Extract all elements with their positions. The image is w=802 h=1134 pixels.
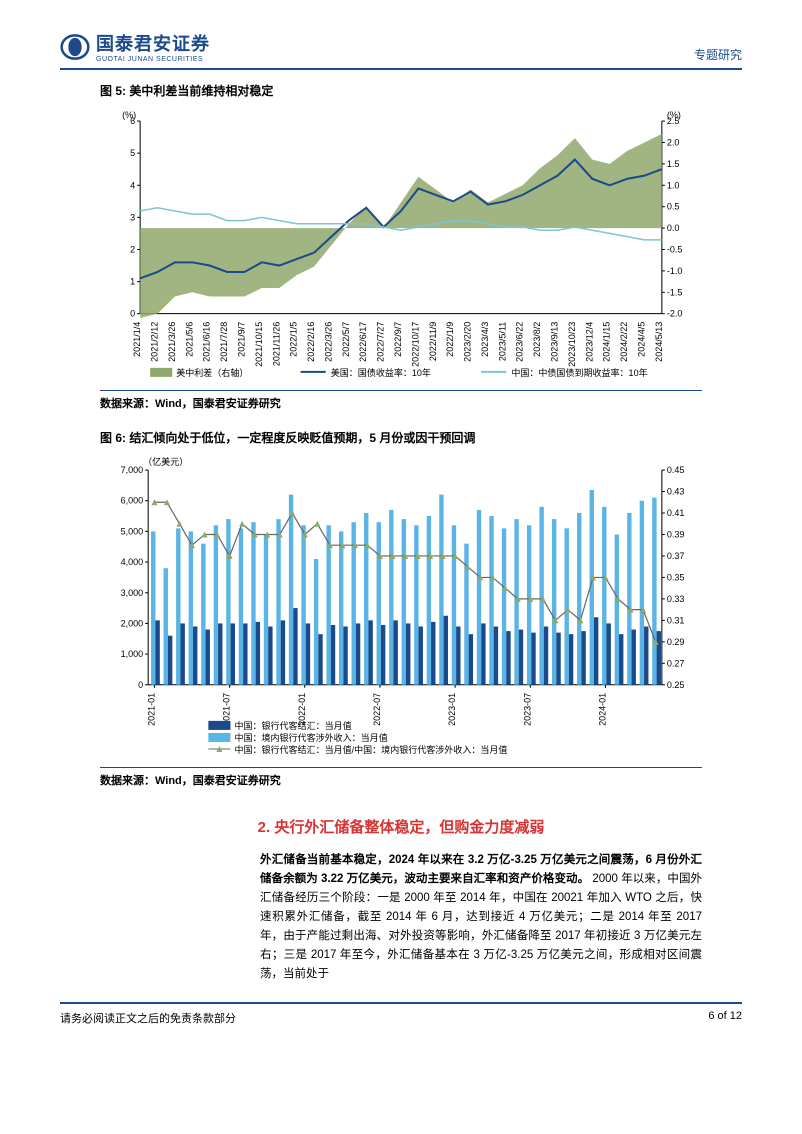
logo-cn: 国泰君安证券 — [96, 30, 210, 56]
svg-text:5: 5 — [130, 148, 135, 158]
svg-text:0.35: 0.35 — [667, 572, 685, 582]
svg-text:中国：境内银行代客涉外收入：当月值: 中国：境内银行代客涉外收入：当月值 — [234, 732, 387, 743]
svg-text:美国：国债收益率：10年: 美国：国债收益率：10年 — [331, 367, 431, 378]
svg-text:0: 0 — [130, 309, 135, 319]
section2-rest: 2000 年以来，中国外汇储备经历三个阶段：一是 2000 年至 2014 年，… — [260, 873, 702, 980]
svg-text:0.37: 0.37 — [667, 551, 685, 561]
svg-text:0.43: 0.43 — [667, 486, 685, 496]
svg-text:2021/5/6: 2021/5/6 — [184, 322, 194, 357]
svg-text:0.39: 0.39 — [667, 529, 685, 539]
svg-text:-1.5: -1.5 — [667, 287, 683, 297]
svg-text:2024/2/22: 2024/2/22 — [619, 322, 629, 362]
svg-text:中国：银行代客结汇：当月值/中国：境内银行代客涉外收入：当月: 中国：银行代客结汇：当月值/中国：境内银行代客涉外收入：当月值 — [234, 744, 507, 755]
svg-text:0: 0 — [138, 680, 143, 690]
fig6-source: 数据来源：Wind，国泰君安证券研究 — [100, 767, 702, 788]
header-category: 专题研究 — [694, 46, 742, 63]
logo-en: GUOTAI JUNAN SECURITIES — [96, 56, 210, 63]
svg-text:0.27: 0.27 — [667, 658, 685, 668]
logo-icon — [60, 32, 90, 62]
svg-text:2022/1/9: 2022/1/9 — [445, 322, 455, 357]
svg-text:2021/9/7: 2021/9/7 — [236, 322, 246, 357]
svg-text:2021/10/15: 2021/10/15 — [254, 322, 264, 367]
svg-text:2021/6/16: 2021/6/16 — [202, 322, 212, 362]
page-header: 国泰君安证券 GUOTAI JUNAN SECURITIES 专题研究 — [60, 30, 742, 70]
svg-text:0.33: 0.33 — [667, 594, 685, 604]
svg-text:2021-01: 2021-01 — [146, 693, 156, 726]
svg-text:-2.0: -2.0 — [667, 309, 683, 319]
svg-text:中国：银行代客结汇：当月值: 中国：银行代客结汇：当月值 — [234, 720, 351, 731]
svg-text:4: 4 — [130, 180, 135, 190]
svg-text:1.5: 1.5 — [667, 159, 680, 169]
svg-text:2.0: 2.0 — [667, 137, 680, 147]
svg-text:2023-01: 2023-01 — [447, 693, 457, 726]
svg-text:2023-07: 2023-07 — [522, 693, 532, 726]
section2-body: 外汇储备当前基本稳定，2024 年以来在 3.2 万亿-3.25 万亿美元之间震… — [260, 851, 702, 984]
footer-left: 请务必阅读正文之后的免责条款部分 — [60, 1010, 236, 1026]
svg-text:2,000: 2,000 — [121, 618, 144, 628]
page-footer: 请务必阅读正文之后的免责条款部分 6 of 12 — [60, 1002, 742, 1026]
svg-text:0.31: 0.31 — [667, 615, 685, 625]
svg-text:2023/4/3: 2023/4/3 — [480, 322, 490, 357]
svg-text:0.45: 0.45 — [667, 465, 685, 475]
svg-text:2022/7/27: 2022/7/27 — [376, 322, 386, 362]
svg-text:5,000: 5,000 — [121, 526, 144, 536]
fig5-source: 数据来源：Wind，国泰君安证券研究 — [100, 390, 702, 411]
svg-text:2022-07: 2022-07 — [372, 693, 382, 726]
svg-text:6,000: 6,000 — [121, 496, 144, 506]
svg-text:-0.5: -0.5 — [667, 244, 683, 254]
svg-text:1: 1 — [130, 277, 135, 287]
svg-text:2022/10/17: 2022/10/17 — [410, 322, 420, 367]
svg-text:2024/1/15: 2024/1/15 — [602, 322, 612, 362]
fig6-title: 图 6: 结汇倾向处于低位，一定程度反映贬值预期，5 月份或因干预回调 — [100, 429, 742, 446]
svg-text:(%): (%) — [667, 110, 681, 120]
svg-text:2023/8/2: 2023/8/2 — [532, 322, 542, 357]
svg-text:2: 2 — [130, 244, 135, 254]
svg-text:0.29: 0.29 — [667, 637, 685, 647]
svg-text:2024/5/13: 2024/5/13 — [654, 322, 664, 362]
svg-text:3: 3 — [130, 212, 135, 222]
fig5-chart: 0123456(%)-2.0-1.5-1.0-0.50.00.51.01.52.… — [100, 105, 702, 386]
fig5-title: 图 5: 美中利差当前维持相对稳定 — [100, 82, 742, 99]
svg-text:2021/2/12: 2021/2/12 — [150, 322, 160, 362]
svg-text:2023/2/20: 2023/2/20 — [463, 322, 473, 362]
svg-text:(%): (%) — [122, 110, 136, 120]
svg-text:1,000: 1,000 — [121, 649, 144, 659]
svg-text:2023/6/22: 2023/6/22 — [515, 322, 525, 362]
svg-text:4,000: 4,000 — [121, 557, 144, 567]
svg-text:2021/11/26: 2021/11/26 — [271, 322, 281, 366]
fig6-chart: 0 1,000 2,000 3,000 4,000 5,000 6,000 7,000（亿美元… — [100, 452, 702, 763]
footer-right: 6 of 12 — [708, 1010, 742, 1026]
logo: 国泰君安证券 GUOTAI JUNAN SECURITIES — [60, 30, 210, 63]
svg-text:7,000: 7,000 — [121, 465, 144, 475]
svg-text:2022/3/26: 2022/3/26 — [323, 322, 333, 362]
svg-text:中国：中债国债到期收益率：10年: 中国：中债国债到期收益率：10年 — [511, 367, 647, 378]
svg-text:2022/1/5: 2022/1/5 — [289, 322, 299, 357]
svg-text:0.41: 0.41 — [667, 508, 685, 518]
svg-text:0.0: 0.0 — [667, 223, 680, 233]
svg-text:0.25: 0.25 — [667, 680, 685, 690]
svg-text:1.0: 1.0 — [667, 180, 680, 190]
svg-text:2022/9/7: 2022/9/7 — [393, 322, 403, 357]
svg-text:3,000: 3,000 — [121, 588, 144, 598]
svg-text:2023/12/4: 2023/12/4 — [584, 322, 594, 362]
svg-text:2024/4/5: 2024/4/5 — [636, 322, 646, 357]
svg-text:2022/11/9: 2022/11/9 — [428, 322, 438, 361]
svg-text:2024-01: 2024-01 — [597, 693, 607, 726]
svg-text:2022/2/16: 2022/2/16 — [306, 322, 316, 362]
svg-text:2022/5/7: 2022/5/7 — [341, 322, 351, 357]
svg-text:2023/10/23: 2023/10/23 — [567, 322, 577, 367]
svg-text:2022/6/17: 2022/6/17 — [358, 322, 368, 362]
svg-text:2023/5/11: 2023/5/11 — [497, 322, 507, 361]
svg-text:2021/7/28: 2021/7/28 — [219, 322, 229, 362]
svg-text:美中利差（右轴）: 美中利差（右轴） — [176, 367, 248, 378]
svg-text:2023/9/13: 2023/9/13 — [550, 322, 560, 362]
svg-text:（亿美元）: （亿美元） — [143, 456, 188, 467]
svg-text:2021/3/26: 2021/3/26 — [167, 322, 177, 362]
section2-title: 2. 央行外汇储备整体稳定，但购金力度减弱 — [100, 816, 702, 837]
svg-text:2021/1/4: 2021/1/4 — [132, 322, 142, 357]
svg-text:-1.0: -1.0 — [667, 266, 683, 276]
svg-text:0.5: 0.5 — [667, 202, 680, 212]
